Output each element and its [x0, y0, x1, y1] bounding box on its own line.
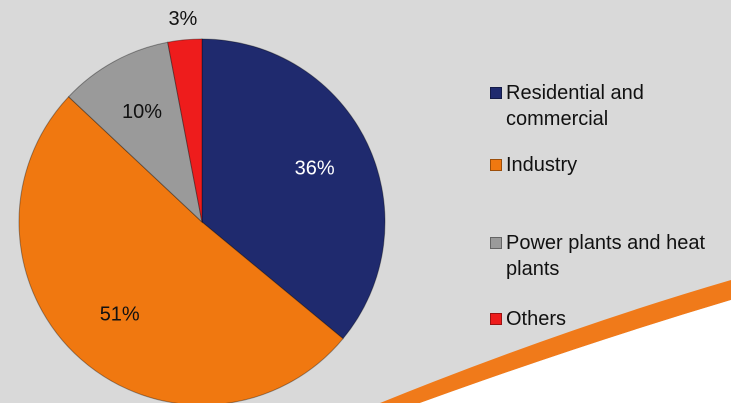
pie: 36% 51% 10% 3% — [18, 8, 386, 403]
data-label: 36% — [295, 157, 335, 179]
data-label: 10% — [122, 101, 162, 123]
decor-swoosh-white — [420, 300, 731, 403]
legend-item: Residential and commercial — [490, 80, 720, 132]
legend-item: Industry — [490, 152, 720, 178]
legend-swatch — [490, 159, 502, 171]
pie-slice — [18, 96, 344, 403]
pie-slice — [201, 38, 386, 340]
legend-item: Others — [490, 306, 720, 332]
legend-label: Residential and commercial — [506, 82, 644, 130]
legend-swatch — [490, 87, 502, 99]
pie-slice — [167, 38, 203, 223]
decor-swoosh — [380, 280, 731, 403]
pie-slice — [67, 41, 203, 224]
data-label: 3% — [168, 8, 197, 30]
legend-swatch — [490, 313, 502, 325]
data-label: 51% — [100, 304, 140, 326]
legend-label: Industry — [506, 154, 578, 176]
legend-swatch — [490, 237, 502, 249]
legend-label: Power plants and heat plants — [506, 232, 706, 280]
legend-label: Others — [506, 308, 567, 330]
legend-item: Power plants and heat plants — [490, 230, 720, 282]
